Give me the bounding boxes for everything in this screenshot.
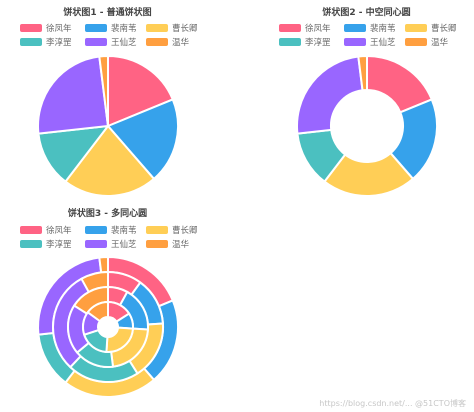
legend-item[interactable]: 裴南苇: [85, 22, 137, 34]
legend-swatch: [279, 38, 301, 46]
legend-swatch: [20, 38, 42, 46]
legend-item[interactable]: 曹长卿: [146, 22, 198, 34]
ring-1-slice[interactable]: [98, 255, 109, 274]
legend-item[interactable]: 温华: [146, 238, 189, 250]
pie-slice[interactable]: [98, 54, 109, 127]
legend-label: 裴南苇: [111, 226, 137, 236]
legend-label: 曹长卿: [172, 24, 198, 34]
pie-slice[interactable]: [107, 54, 175, 128]
legend-item[interactable]: 裴南苇: [344, 22, 396, 34]
legend-item[interactable]: 裴南苇: [85, 224, 137, 236]
legend-label: 李淳罡: [46, 38, 72, 48]
legend-item[interactable]: 温华: [405, 36, 448, 48]
legend-item[interactable]: 王仙芝: [344, 36, 396, 48]
pie-slice[interactable]: [37, 124, 111, 183]
legend-label: 王仙芝: [111, 38, 137, 48]
legend-swatch: [85, 226, 107, 234]
legend-swatch: [85, 24, 107, 32]
legend-item[interactable]: 曹长卿: [146, 224, 198, 236]
legend-label: 徐凤年: [46, 226, 72, 236]
legend-swatch: [20, 24, 42, 32]
legend-item[interactable]: 徐凤年: [279, 22, 331, 34]
legend-swatch: [146, 226, 168, 234]
chart-title: 饼状图3 - 多同心圆: [67, 209, 148, 219]
legend-label: 王仙芝: [111, 240, 137, 250]
chart-title: 饼状图2 - 中空同心圆: [322, 8, 411, 18]
legend-label: 曹长卿: [431, 24, 457, 34]
pie-chart-3-panel: 饼状图3 - 多同心圆 徐凤年 裴南苇 曹长卿李淳罡 王仙芝 温华: [0, 203, 215, 412]
legend-swatch: [146, 24, 168, 32]
legend-label: 温华: [172, 38, 190, 48]
legend-label: 裴南苇: [111, 24, 137, 34]
pie-chart-3: [37, 255, 179, 398]
legend-item[interactable]: 曹长卿: [405, 22, 457, 34]
legend-swatch: [146, 240, 168, 248]
pie-slice[interactable]: [64, 124, 156, 197]
legend-item[interactable]: 徐凤年: [20, 22, 72, 34]
watermark-text: https://blog.csdn.net/... @51CTO博客: [319, 399, 466, 408]
legend-swatch: [405, 24, 427, 32]
legend-swatch: [20, 240, 42, 248]
pie-slice[interactable]: [106, 98, 179, 181]
legend-swatch: [405, 38, 427, 46]
legend-item[interactable]: 李淳罡: [279, 36, 331, 48]
legend-item[interactable]: 徐凤年: [20, 224, 72, 236]
pie-chart-2-panel: 饼状图2 - 中空同心圆 徐凤年 裴南苇 曹长卿李淳罡 王仙芝 温华: [259, 0, 474, 200]
pie-slice[interactable]: [37, 55, 110, 135]
legend-label: 李淳罡: [46, 240, 72, 250]
legend-swatch: [85, 240, 107, 248]
legend-item[interactable]: 李淳罡: [20, 36, 72, 48]
chart-title: 饼状图1 - 普通饼状图: [63, 8, 152, 18]
legend-swatch: [85, 38, 107, 46]
legend-label: 王仙芝: [370, 38, 396, 48]
legend-swatch: [344, 24, 366, 32]
legend-swatch: [146, 38, 168, 46]
legend-item[interactable]: 李淳罡: [20, 238, 72, 250]
legend-label: 徐凤年: [305, 24, 331, 34]
legend-label: 温华: [431, 38, 449, 48]
legend-swatch: [20, 226, 42, 234]
legend-label: 曹长卿: [172, 226, 198, 236]
legend-label: 李淳罡: [305, 38, 331, 48]
pie-chart-1: [37, 54, 179, 197]
legend-label: 徐凤年: [46, 24, 72, 34]
legend-item[interactable]: 温华: [146, 36, 189, 48]
doughnut-slice[interactable]: [357, 54, 368, 92]
ring-4-slice[interactable]: [86, 300, 109, 323]
legend-label: 裴南苇: [370, 24, 396, 34]
legend-item[interactable]: 王仙芝: [85, 36, 137, 48]
pie-chart-2: [296, 54, 438, 197]
pie-chart-1-panel: 饼状图1 - 普通饼状图 徐凤年 裴南苇 曹长卿李淳罡 王仙芝 温华: [0, 0, 215, 200]
doughnut-slice[interactable]: [296, 55, 364, 135]
legend-swatch: [344, 38, 366, 46]
legend-swatch: [279, 24, 301, 32]
legend-item[interactable]: 王仙芝: [85, 238, 137, 250]
legend-label: 温华: [172, 240, 190, 250]
